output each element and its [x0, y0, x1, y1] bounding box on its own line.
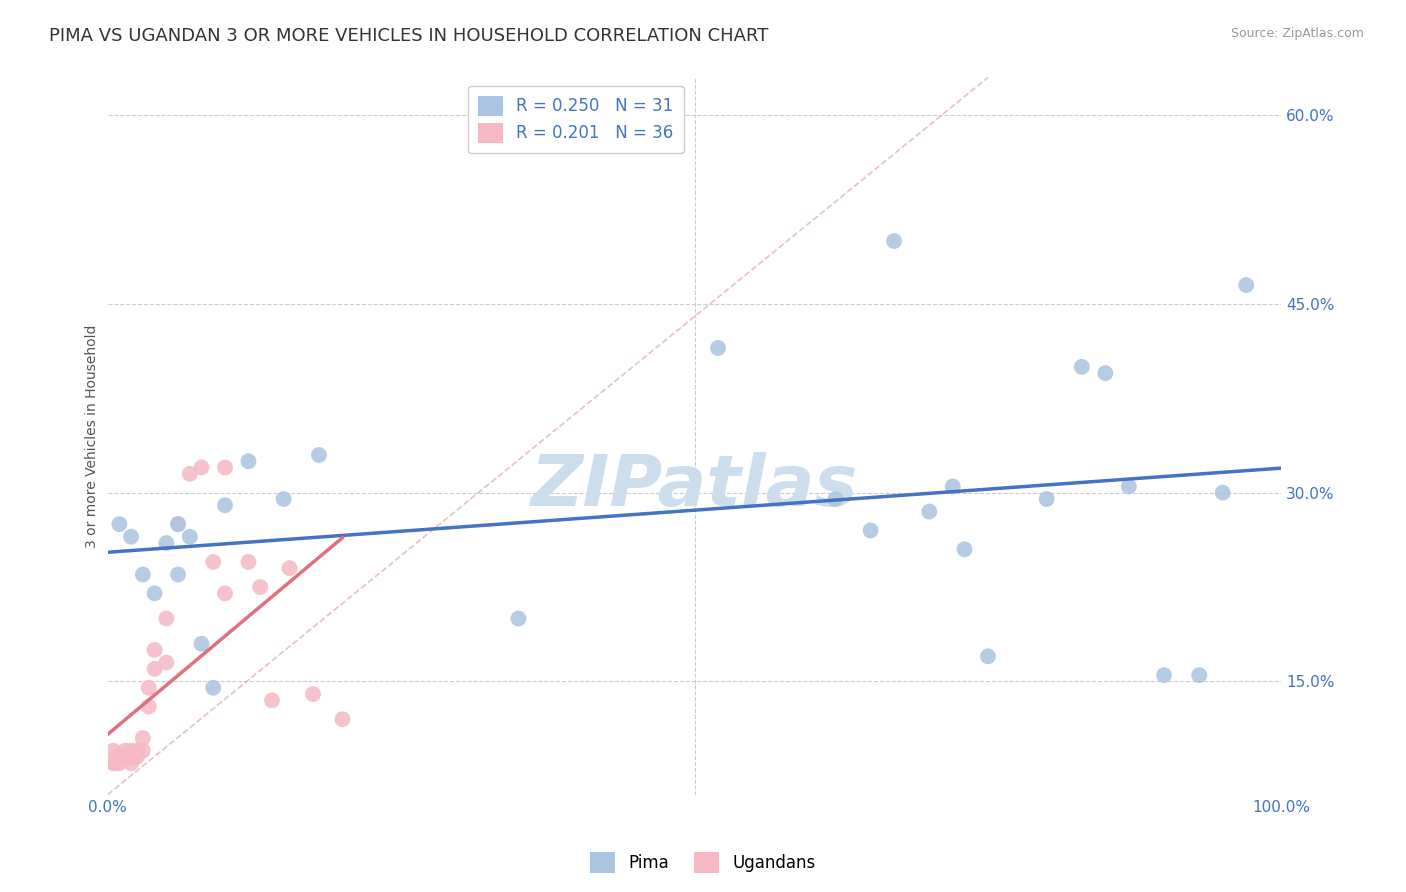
Point [111, 750, 134, 764]
Point [120, 530, 142, 544]
Point [132, 744, 155, 758]
Point [103, 756, 125, 771]
Point [214, 498, 236, 512]
Point [1153, 668, 1175, 682]
Point [214, 586, 236, 600]
Point [167, 567, 190, 582]
Point [108, 756, 131, 771]
Point [179, 530, 201, 544]
Legend: R = 0.250   N = 31, R = 0.201   N = 36: R = 0.250 N = 31, R = 0.201 N = 36 [468, 86, 683, 153]
Point [118, 750, 141, 764]
Point [273, 491, 295, 506]
Point [125, 750, 148, 764]
Legend: Pima, Ugandans: Pima, Ugandans [583, 846, 823, 880]
Point [143, 662, 166, 676]
Text: ZIPatlas: ZIPatlas [531, 451, 858, 521]
Point [214, 460, 236, 475]
Point [114, 750, 136, 764]
Point [1212, 485, 1234, 500]
Point [103, 744, 125, 758]
Point [167, 517, 190, 532]
Point [1118, 479, 1140, 493]
Point [138, 681, 160, 695]
Point [138, 699, 160, 714]
Point [1234, 278, 1257, 293]
Point [1035, 491, 1057, 506]
Point [108, 750, 131, 764]
Point [190, 460, 212, 475]
Point [120, 744, 142, 758]
Point [278, 561, 301, 575]
Point [824, 491, 846, 506]
Point [859, 524, 882, 538]
Point [108, 517, 131, 532]
Point [155, 656, 177, 670]
Point [953, 542, 976, 557]
Point [238, 555, 260, 569]
Point [707, 341, 730, 355]
Point [238, 454, 260, 468]
Point [190, 637, 212, 651]
Point [155, 536, 177, 550]
Point [105, 750, 128, 764]
Point [308, 448, 330, 462]
Y-axis label: 3 or more Vehicles in Household: 3 or more Vehicles in Household [86, 325, 100, 548]
Point [1070, 359, 1092, 374]
Point [942, 479, 965, 493]
Point [132, 731, 155, 745]
Point [332, 712, 354, 726]
Point [104, 756, 127, 771]
Point [143, 586, 166, 600]
Point [977, 649, 1000, 664]
Point [125, 744, 148, 758]
Point [1094, 366, 1116, 380]
Point [122, 750, 145, 764]
Point [114, 744, 136, 758]
Point [508, 611, 530, 625]
Point [302, 687, 325, 701]
Point [167, 517, 190, 532]
Point [883, 234, 905, 248]
Point [179, 467, 201, 481]
Point [260, 693, 283, 707]
Point [107, 752, 129, 766]
Point [120, 756, 142, 771]
Point [249, 580, 271, 594]
Point [202, 555, 225, 569]
Text: Source: ZipAtlas.com: Source: ZipAtlas.com [1230, 27, 1364, 40]
Point [1188, 668, 1211, 682]
Point [155, 611, 177, 625]
Point [143, 643, 166, 657]
Point [132, 567, 155, 582]
Point [918, 505, 941, 519]
Text: PIMA VS UGANDAN 3 OR MORE VEHICLES IN HOUSEHOLD CORRELATION CHART: PIMA VS UGANDAN 3 OR MORE VEHICLES IN HO… [49, 27, 769, 45]
Point [202, 681, 225, 695]
